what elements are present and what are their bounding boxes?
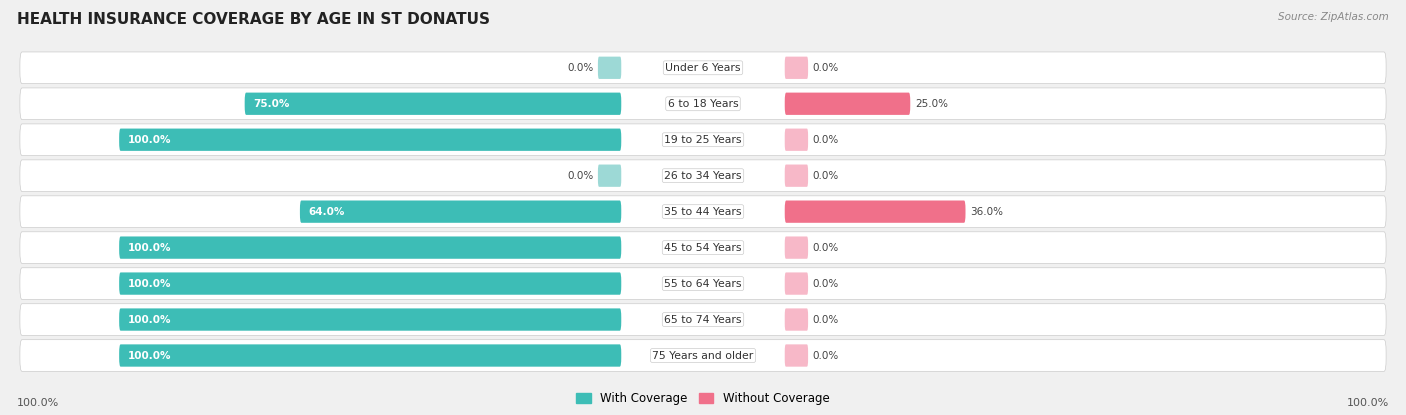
Text: 64.0%: 64.0% [309, 207, 344, 217]
FancyBboxPatch shape [785, 56, 808, 79]
Text: 0.0%: 0.0% [813, 351, 839, 361]
FancyBboxPatch shape [598, 164, 621, 187]
Legend: With Coverage, Without Coverage: With Coverage, Without Coverage [572, 387, 834, 410]
FancyBboxPatch shape [785, 272, 808, 295]
FancyBboxPatch shape [598, 56, 621, 79]
Text: 45 to 54 Years: 45 to 54 Years [664, 243, 742, 253]
Text: 0.0%: 0.0% [813, 63, 839, 73]
Text: 75.0%: 75.0% [253, 99, 290, 109]
Text: 0.0%: 0.0% [813, 278, 839, 288]
FancyBboxPatch shape [245, 93, 621, 115]
Text: 100.0%: 100.0% [128, 315, 172, 325]
Text: 6 to 18 Years: 6 to 18 Years [668, 99, 738, 109]
Text: 0.0%: 0.0% [813, 243, 839, 253]
FancyBboxPatch shape [20, 304, 1386, 335]
Text: 100.0%: 100.0% [128, 135, 172, 145]
FancyBboxPatch shape [20, 340, 1386, 371]
FancyBboxPatch shape [20, 124, 1386, 156]
FancyBboxPatch shape [299, 200, 621, 223]
FancyBboxPatch shape [20, 196, 1386, 227]
Text: 0.0%: 0.0% [567, 171, 593, 181]
Text: HEALTH INSURANCE COVERAGE BY AGE IN ST DONATUS: HEALTH INSURANCE COVERAGE BY AGE IN ST D… [17, 12, 489, 27]
Text: 100.0%: 100.0% [128, 278, 172, 288]
FancyBboxPatch shape [785, 200, 966, 223]
Text: Under 6 Years: Under 6 Years [665, 63, 741, 73]
Text: 0.0%: 0.0% [567, 63, 593, 73]
Text: 100.0%: 100.0% [1347, 398, 1389, 408]
FancyBboxPatch shape [20, 160, 1386, 191]
Text: 100.0%: 100.0% [17, 398, 59, 408]
Text: 100.0%: 100.0% [128, 351, 172, 361]
FancyBboxPatch shape [20, 232, 1386, 264]
FancyBboxPatch shape [785, 164, 808, 187]
FancyBboxPatch shape [120, 129, 621, 151]
FancyBboxPatch shape [120, 272, 621, 295]
Text: 36.0%: 36.0% [970, 207, 1002, 217]
FancyBboxPatch shape [785, 237, 808, 259]
Text: 35 to 44 Years: 35 to 44 Years [664, 207, 742, 217]
Text: Source: ZipAtlas.com: Source: ZipAtlas.com [1278, 12, 1389, 22]
Text: 0.0%: 0.0% [813, 171, 839, 181]
FancyBboxPatch shape [120, 308, 621, 331]
Text: 75 Years and older: 75 Years and older [652, 351, 754, 361]
FancyBboxPatch shape [20, 268, 1386, 299]
Text: 55 to 64 Years: 55 to 64 Years [664, 278, 742, 288]
FancyBboxPatch shape [120, 344, 621, 367]
Text: 26 to 34 Years: 26 to 34 Years [664, 171, 742, 181]
Text: 0.0%: 0.0% [813, 315, 839, 325]
Text: 100.0%: 100.0% [128, 243, 172, 253]
FancyBboxPatch shape [120, 237, 621, 259]
Text: 19 to 25 Years: 19 to 25 Years [664, 135, 742, 145]
FancyBboxPatch shape [785, 93, 910, 115]
Text: 0.0%: 0.0% [813, 135, 839, 145]
FancyBboxPatch shape [785, 308, 808, 331]
FancyBboxPatch shape [20, 88, 1386, 120]
FancyBboxPatch shape [785, 129, 808, 151]
Text: 65 to 74 Years: 65 to 74 Years [664, 315, 742, 325]
FancyBboxPatch shape [785, 344, 808, 367]
FancyBboxPatch shape [20, 52, 1386, 83]
Text: 25.0%: 25.0% [915, 99, 948, 109]
